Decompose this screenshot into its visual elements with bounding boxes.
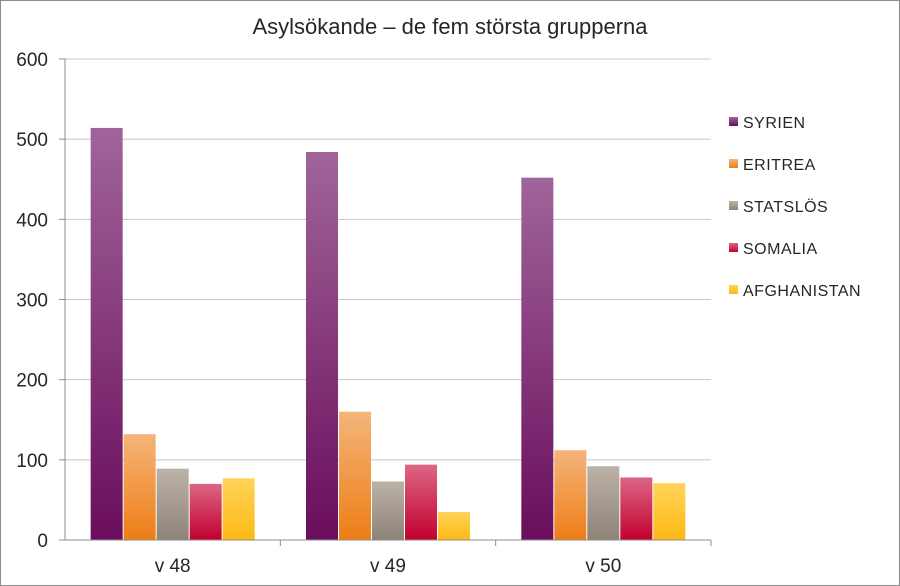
bar-somalia-v50 [620, 477, 653, 540]
bar-eritrea-v48 [123, 434, 156, 540]
legend-label: SYRIEN [743, 115, 806, 132]
legend-swatch [729, 201, 738, 210]
bar-eritrea-v50 [554, 450, 587, 540]
y-tick-label: 0 [37, 531, 48, 552]
legend: SYRIEN ERITREA STATSLÖS SOMALIA AFGHANISTAN [729, 115, 861, 300]
y-tick-label: 200 [16, 371, 48, 392]
x-category-label: v 48 [155, 556, 191, 577]
bar-syrien-v48 [90, 127, 123, 541]
y-tick-label: 500 [16, 130, 48, 151]
bar-statslös-v50 [587, 466, 620, 540]
legend-swatch [729, 159, 738, 168]
legend-label: AFGHANISTAN [743, 283, 861, 300]
y-tick-label: 300 [16, 291, 48, 312]
bar-afghanistan-v49 [438, 511, 470, 540]
legend-label: STATSLÖS [743, 198, 828, 216]
legend-label: ERITREA [743, 157, 816, 174]
bar-syrien-v50 [521, 177, 554, 540]
bar-afghanistan-v48 [222, 478, 255, 540]
legend-label: SOMALIA [743, 241, 818, 258]
bar-eritrea-v49 [339, 411, 371, 540]
bar-somalia-v48 [189, 483, 222, 540]
x-category-label: v 49 [370, 556, 406, 577]
bar-statslös-v49 [372, 481, 404, 540]
y-tick-label: 600 [16, 50, 48, 71]
y-axis-tick-labels: 0 100 200 300 400 500 600 [16, 50, 48, 552]
bar-syrien-v49 [306, 151, 338, 540]
chart-title: Asylsökande – de fem största grupperna [252, 14, 648, 39]
bar-afghanistan-v50 [653, 483, 686, 540]
y-tick-label: 100 [16, 451, 48, 472]
legend-swatch [729, 243, 738, 252]
x-axis-category-labels: v 48 v 49 v 50 [155, 556, 622, 577]
bar-statslös-v48 [156, 468, 189, 540]
legend-swatch [729, 285, 738, 294]
x-category-label: v 50 [585, 556, 621, 577]
bar-somalia-v49 [405, 464, 437, 540]
y-tick-label: 400 [16, 210, 48, 231]
axes [59, 58, 712, 546]
bars [90, 127, 686, 541]
gridlines [65, 58, 711, 461]
legend-swatch [729, 117, 738, 126]
